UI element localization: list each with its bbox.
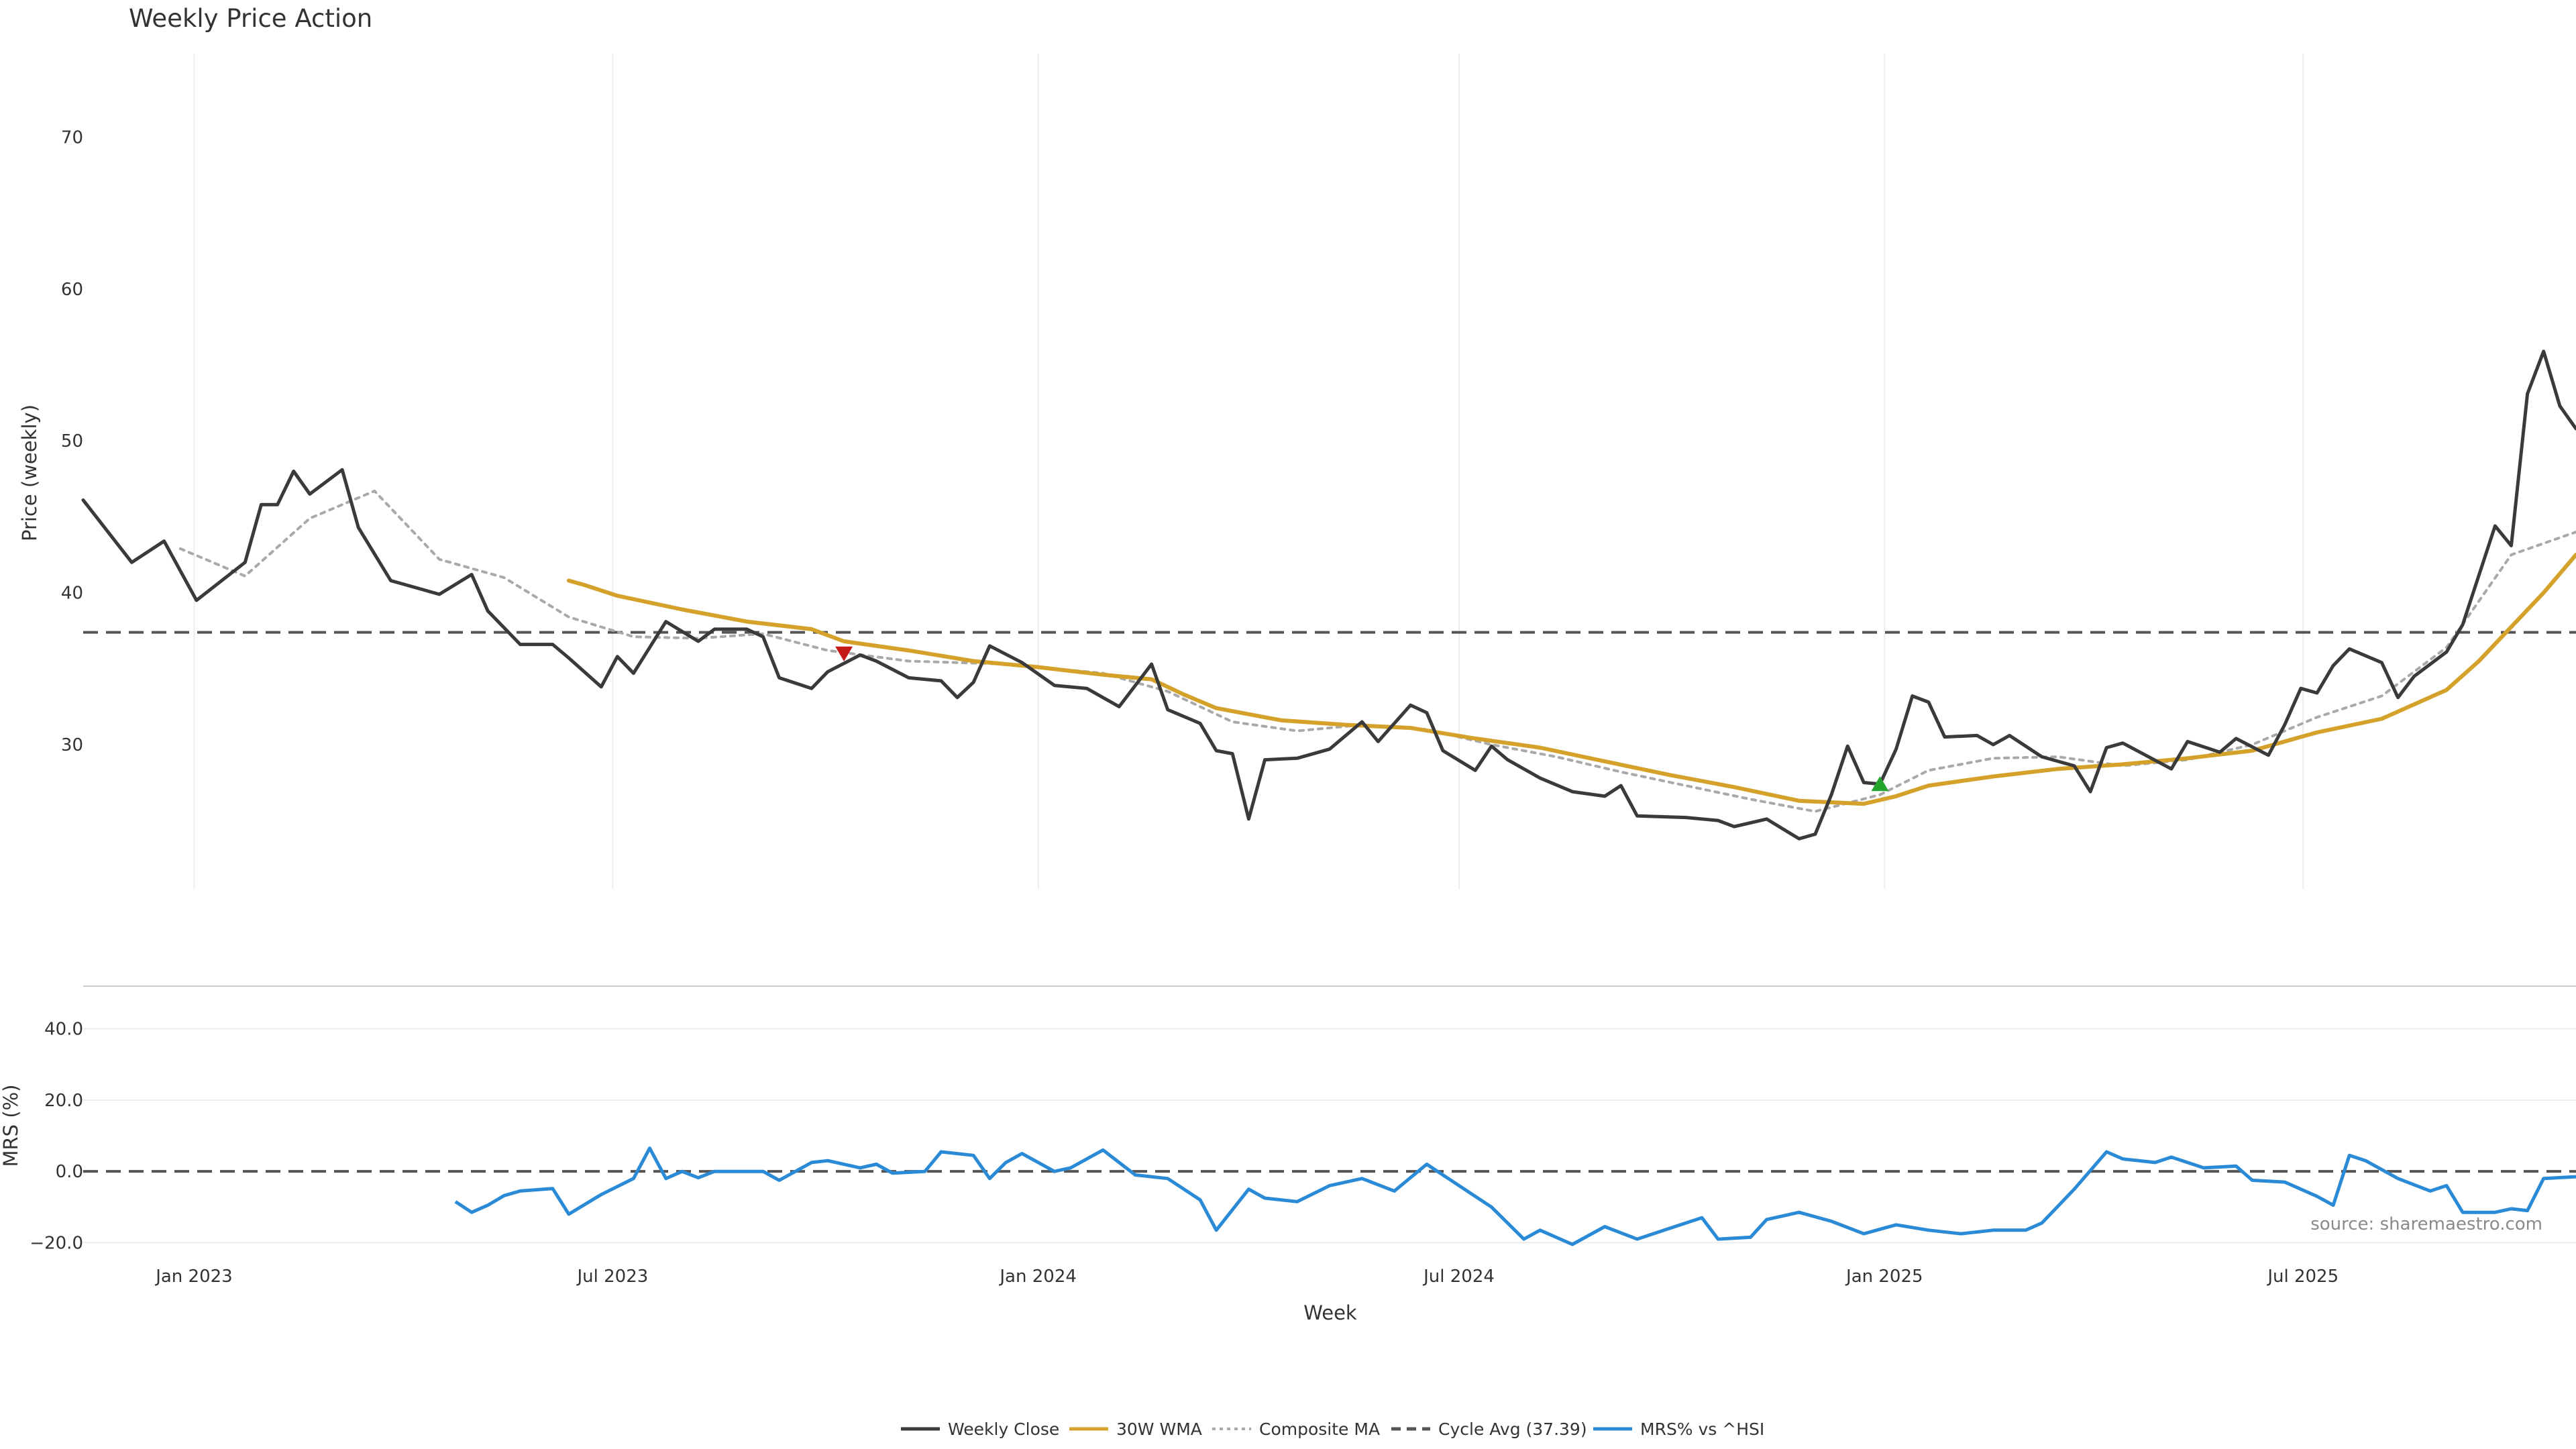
x-axis-label: Week bbox=[1303, 1301, 1357, 1324]
legend-label-0: Weekly Close bbox=[948, 1419, 1059, 1439]
legend: Weekly Close 30W WMA Composite MA Cycle Avg… bbox=[901, 1419, 1764, 1439]
signal-marker-1 bbox=[1871, 776, 1889, 792]
price-gridlines bbox=[193, 54, 2304, 889]
mrs-y-axis-label: MRS (%) bbox=[0, 1085, 22, 1167]
x-tick-4: Jan 2025 bbox=[1845, 1267, 1923, 1287]
price-y-tick-1: 40 bbox=[61, 584, 83, 604]
price-y-tick-3: 60 bbox=[61, 280, 83, 300]
mrs-y-tick-2: 0.0 bbox=[56, 1162, 83, 1182]
mrs-y-tick-1: 20.0 bbox=[44, 1091, 83, 1111]
legend-label-2: Composite MA bbox=[1259, 1419, 1380, 1439]
legend-label-1: 30W WMA bbox=[1116, 1419, 1202, 1439]
series-line-30w-wma bbox=[566, 553, 2576, 806]
series-line-composite-ma bbox=[178, 489, 2576, 813]
price-markers bbox=[835, 646, 1889, 792]
x-tick-1: Jul 2023 bbox=[576, 1267, 648, 1287]
price-y-tick-2: 50 bbox=[61, 431, 83, 451]
legend-label-4: MRS% vs ^HSI bbox=[1640, 1419, 1764, 1439]
price-panel: 30 40 50 60 70 Price (weekly) bbox=[18, 54, 2576, 889]
series-line-mrs-vs-hsi bbox=[454, 1146, 2576, 1246]
legend-label-3: Cycle Avg (37.39) bbox=[1438, 1419, 1587, 1439]
x-tick-3: Jul 2024 bbox=[1422, 1267, 1495, 1287]
price-y-tick-0: 30 bbox=[61, 735, 83, 755]
mrs-panel: 40.0 20.0 0.0 −20.0 MRS (%) source: sharema… bbox=[0, 985, 2576, 1324]
mrs-gridlines bbox=[83, 1028, 2576, 1244]
mrs-series-group bbox=[83, 1146, 2576, 1246]
series-line-weekly-close bbox=[81, 350, 2576, 841]
x-tick-0: Jan 2023 bbox=[154, 1267, 233, 1287]
x-ticks: Jan 2023 Jul 2023 Jan 2024 Jul 2024 Jan 2025… bbox=[154, 1267, 2339, 1287]
mrs-y-tick-0: 40.0 bbox=[44, 1020, 83, 1040]
mrs-y-tick-3: −20.0 bbox=[30, 1233, 83, 1253]
price-y-axis-label: Price (weekly) bbox=[18, 405, 41, 541]
x-tick-2: Jan 2024 bbox=[998, 1267, 1077, 1287]
source-note: source: sharemaestro.com bbox=[2310, 1214, 2542, 1234]
mrs-y-ticks: 40.0 20.0 0.0 −20.0 bbox=[30, 1020, 83, 1254]
price-y-tick-4: 70 bbox=[61, 128, 83, 148]
x-tick-5: Jul 2025 bbox=[2266, 1267, 2339, 1287]
price-series-group bbox=[81, 350, 2576, 841]
chart-title: Weekly Price Action bbox=[129, 4, 372, 33]
price-y-ticks: 30 40 50 60 70 bbox=[61, 128, 83, 755]
signal-marker-0 bbox=[835, 646, 853, 661]
